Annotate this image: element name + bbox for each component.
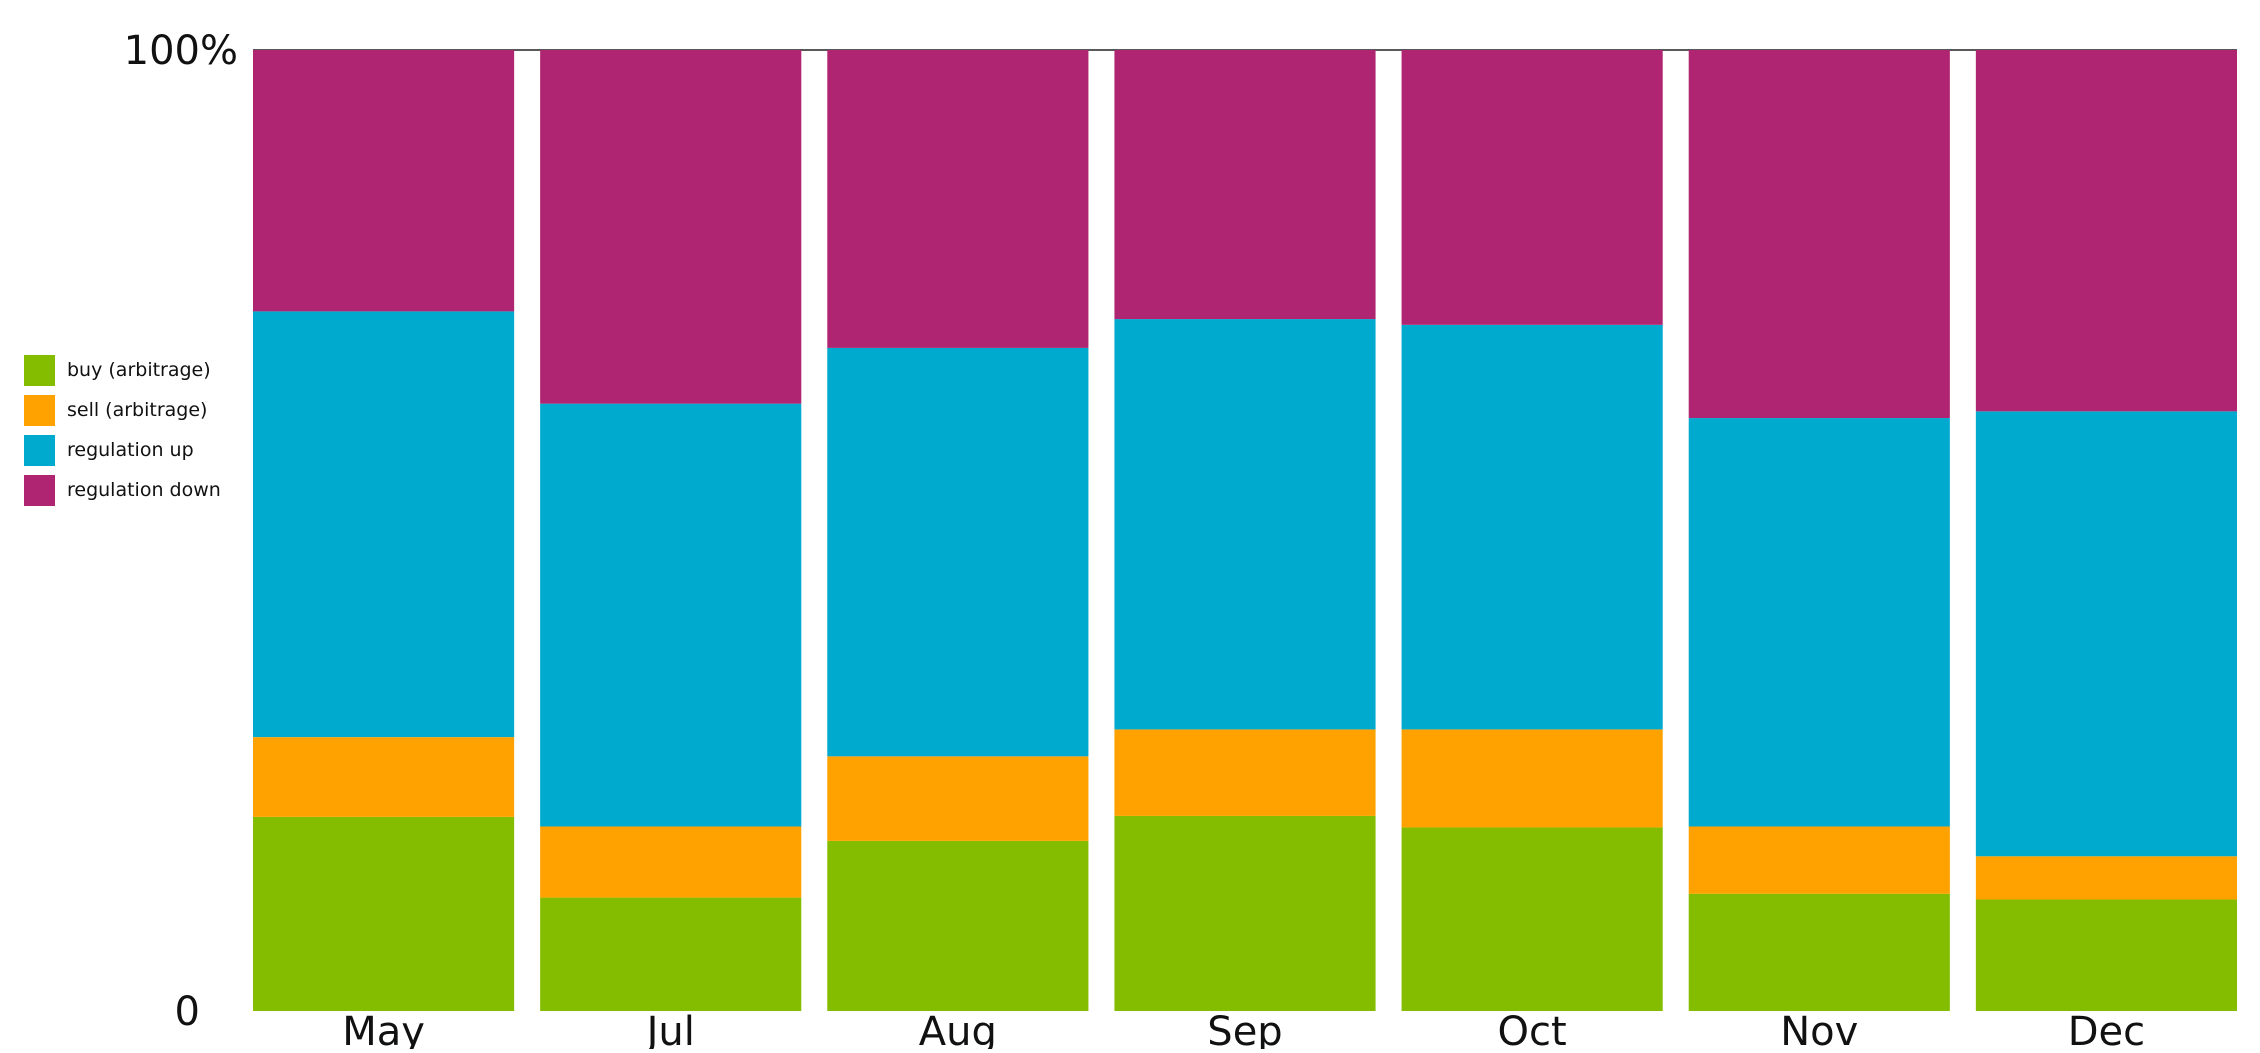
legend-item-buy: buy (arbitrage) bbox=[24, 350, 221, 390]
bar-segment-nov-1 bbox=[1688, 826, 1950, 894]
bar-segment-dec-0 bbox=[1975, 899, 2237, 1011]
y-tick-label-max: 100% bbox=[124, 28, 238, 74]
legend-swatch-buy bbox=[24, 354, 55, 386]
bar-segment-nov-0 bbox=[1688, 893, 1950, 1011]
bar-segment-nov-2 bbox=[1688, 418, 1950, 827]
bar-segment-may-3 bbox=[253, 50, 515, 312]
bar-segment-jul-1 bbox=[540, 826, 802, 898]
bar-segment-sep-0 bbox=[1114, 815, 1376, 1011]
legend-item-regulation-up: regulation up bbox=[24, 430, 221, 470]
bar-segment-sep-2 bbox=[1114, 319, 1376, 730]
legend-item-sell: sell (arbitrage) bbox=[24, 390, 221, 430]
x-tick-label-jul: Jul bbox=[644, 1009, 695, 1049]
x-tick-label-nov: Nov bbox=[1780, 1009, 1858, 1049]
bar-segment-jul-2 bbox=[540, 403, 802, 827]
bar-segment-aug-3 bbox=[827, 50, 1089, 348]
bar-segment-dec-3 bbox=[1975, 50, 2237, 412]
legend-swatch-sell bbox=[24, 394, 55, 426]
legend: buy (arbitrage) sell (arbitrage) regulat… bbox=[24, 350, 221, 510]
bar-segment-may-2 bbox=[253, 311, 515, 738]
bar-segment-oct-0 bbox=[1401, 827, 1663, 1011]
bar-segment-oct-2 bbox=[1401, 324, 1663, 730]
x-tick-label-aug: Aug bbox=[919, 1009, 997, 1049]
x-tick-label-sep: Sep bbox=[1207, 1009, 1282, 1049]
bar-segment-sep-3 bbox=[1114, 50, 1376, 320]
bar-segment-jul-3 bbox=[540, 50, 802, 404]
y-tick-label-min: 0 bbox=[175, 989, 200, 1035]
legend-item-regulation-down: regulation down bbox=[24, 470, 221, 510]
x-tick-label-oct: Oct bbox=[1498, 1009, 1567, 1049]
legend-swatch-regulation-up bbox=[24, 434, 55, 466]
legend-label-regulation-down: regulation down bbox=[67, 479, 221, 501]
bar-segment-oct-1 bbox=[1401, 729, 1663, 828]
bar-segment-nov-3 bbox=[1688, 50, 1950, 419]
legend-label-regulation-up: regulation up bbox=[67, 439, 194, 461]
legend-label-buy: buy (arbitrage) bbox=[67, 359, 211, 381]
bar-segment-sep-1 bbox=[1114, 729, 1376, 816]
bar-segment-aug-1 bbox=[827, 756, 1089, 841]
x-tick-label-may: May bbox=[342, 1009, 425, 1049]
bar-segment-oct-3 bbox=[1401, 50, 1663, 325]
legend-label-sell: sell (arbitrage) bbox=[67, 399, 208, 421]
bar-segment-dec-2 bbox=[1975, 411, 2237, 857]
bar-segment-aug-0 bbox=[827, 840, 1089, 1011]
legend-swatch-regulation-down bbox=[24, 474, 55, 506]
bar-segment-may-1 bbox=[253, 737, 515, 817]
bar-segment-dec-1 bbox=[1975, 856, 2237, 900]
bar-segment-may-0 bbox=[253, 816, 515, 1011]
bar-segment-jul-0 bbox=[540, 897, 802, 1011]
bar-segment-aug-2 bbox=[827, 347, 1089, 757]
x-tick-label-dec: Dec bbox=[2068, 1009, 2145, 1049]
